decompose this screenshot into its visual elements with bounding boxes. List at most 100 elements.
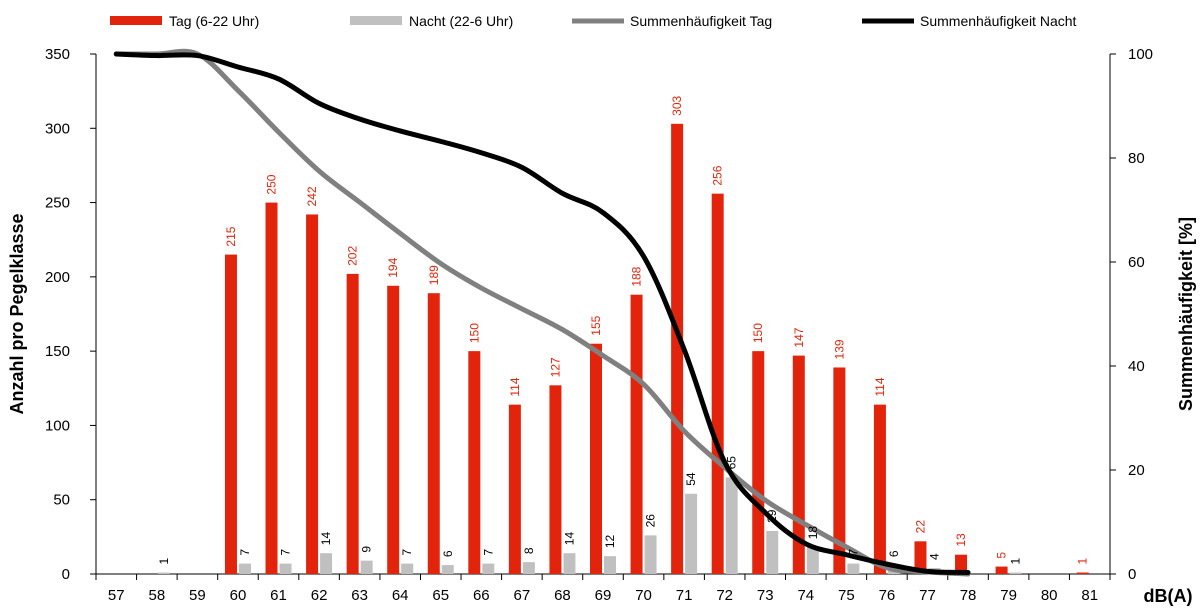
bar-tag [468, 351, 481, 574]
data-label-nacht: 12 [603, 534, 617, 548]
x-tick-label: 71 [676, 587, 693, 604]
right-tick-label: 100 [1128, 46, 1153, 63]
x-tick-label: 77 [919, 587, 936, 604]
data-label-nacht: 29 [765, 509, 779, 523]
left-tick-label: 50 [53, 492, 70, 509]
bar-nacht [725, 477, 738, 574]
data-label-nacht: 8 [522, 547, 536, 554]
data-label-tag: 189 [427, 265, 441, 285]
data-label-nacht: 18 [806, 526, 820, 540]
bar-nacht [482, 563, 495, 574]
x-tick-label: 62 [311, 587, 328, 604]
data-label-nacht: 26 [644, 514, 658, 528]
bar-tag [995, 566, 1008, 574]
bar-tag [711, 193, 724, 574]
x-tick-label: 81 [1081, 587, 1098, 604]
bar-nacht [644, 535, 657, 574]
bar-tag [265, 202, 278, 575]
data-label-nacht: 14 [319, 532, 333, 546]
legend-item-tag: Tag (6-22 Uhr) [110, 13, 259, 29]
data-label-tag: 127 [548, 357, 562, 377]
bar-nacht [441, 565, 454, 574]
data-label-nacht: 14 [562, 532, 576, 546]
x-tick-label: 76 [879, 587, 896, 604]
data-label-tag: 303 [670, 95, 684, 115]
data-label-tag: 242 [305, 186, 319, 206]
bar-tag [873, 404, 886, 574]
x-tick-label: 78 [960, 587, 977, 604]
line-summe-tag [113, 48, 971, 577]
legend-label-nacht: Nacht (22-6 Uhr) [409, 13, 513, 29]
bar-tag [427, 293, 440, 574]
data-label-nacht: 6 [441, 550, 455, 557]
x-tick-label: 58 [148, 587, 165, 604]
data-label-nacht: 7 [481, 549, 495, 556]
left-tick-label: 250 [45, 195, 70, 212]
bar-tag [1076, 572, 1089, 574]
data-label-tag: 114 [873, 377, 887, 396]
data-label-nacht: 9 [360, 546, 374, 553]
data-label-nacht: 1 [157, 558, 171, 565]
bar-nacht [685, 493, 698, 574]
data-label-tag: 188 [630, 266, 644, 286]
lines [113, 48, 971, 577]
data-label-tag: 256 [711, 165, 725, 185]
x-tick-label: 66 [473, 587, 490, 604]
bar-nacht [279, 563, 292, 574]
data-label-tag: 22 [913, 520, 927, 534]
data-label-nacht: 7 [238, 549, 252, 556]
bar-nacht [360, 560, 373, 574]
left-tick-label: 350 [45, 46, 70, 63]
x-tick-label: 73 [757, 587, 774, 604]
data-label-tag: 202 [346, 246, 360, 266]
x-tick-label: 67 [514, 587, 531, 604]
left-tick-label: 300 [45, 120, 70, 137]
line-summe-nacht [113, 51, 971, 575]
legend-label-summe-tag: Summenhäufigkeit Tag [630, 13, 772, 29]
data-label-tag: 147 [792, 327, 806, 347]
legend: Tag (6-22 Uhr) Nacht (22-6 Uhr) Summenhä… [110, 13, 1077, 29]
bar-tag [671, 123, 684, 574]
legend-label-tag: Tag (6-22 Uhr) [169, 13, 259, 29]
right-tick-label: 0 [1128, 566, 1136, 583]
bar-tag [955, 554, 968, 574]
bar-tag [306, 214, 319, 574]
x-tick-label: 57 [108, 587, 125, 604]
bar-nacht [522, 562, 535, 574]
right-tick-label: 80 [1128, 150, 1145, 167]
bar-nacht [1009, 572, 1022, 574]
x-tick-label: 80 [1041, 587, 1058, 604]
bar-tag [630, 294, 643, 574]
left-tick-label: 0 [62, 566, 70, 583]
bar-tag [833, 367, 846, 574]
x-tick-label: 59 [189, 587, 206, 604]
y-axis-title: Anzahl pro Pegelklasse [7, 213, 27, 414]
axes [95, 54, 1111, 575]
x-axis-title: dB(A) [1144, 586, 1193, 606]
data-label-tag: 250 [265, 174, 279, 194]
x-tick-label: 74 [797, 587, 814, 604]
data-label-tag: 5 [995, 552, 1009, 559]
data-label-tag: 114 [508, 377, 522, 396]
data-label-nacht: 1 [1009, 558, 1023, 565]
bar-tag [914, 541, 927, 574]
data-label-tag: 155 [589, 315, 603, 335]
bar-nacht [847, 563, 860, 574]
bar-tag [224, 254, 237, 575]
bar-nacht [320, 553, 333, 574]
left-axis-ticks: 0 50 100 150 200 250 300 350 [45, 46, 96, 583]
x-tick-label: 70 [635, 587, 652, 604]
bar-tag [549, 385, 562, 574]
x-tick-label: 60 [230, 587, 247, 604]
x-tick-label: 69 [595, 587, 612, 604]
bar-nacht [238, 563, 251, 574]
bar-tag [346, 273, 359, 574]
data-label-nacht: 4 [927, 553, 941, 560]
x-axis-ticks: 57 58 59 60 61 62 63 64 65 66 67 68 69 70 71 72 73 74 75 76… [95, 574, 1111, 604]
data-label-nacht: 54 [684, 472, 698, 486]
x-tick-label: 65 [432, 587, 449, 604]
x-tick-label: 61 [270, 587, 287, 604]
data-label-tag: 194 [386, 257, 400, 277]
bar-nacht [806, 547, 819, 574]
legend-swatch-nacht [350, 16, 402, 25]
